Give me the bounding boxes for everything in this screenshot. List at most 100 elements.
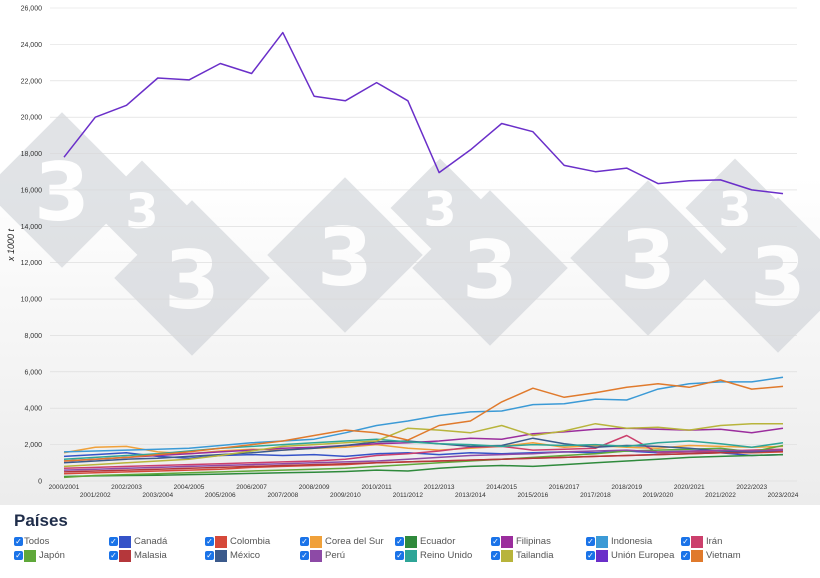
legend-swatch xyxy=(691,549,703,562)
y-tick-label: 14,000 xyxy=(21,224,43,231)
legend-item[interactable]: ✓ Malasia xyxy=(109,549,167,562)
checkbox-icon[interactable]: ✓ xyxy=(14,537,23,546)
series-line-vietnam xyxy=(63,379,784,462)
series-line-jap-n xyxy=(63,444,784,479)
legend-item[interactable]: ✓ México xyxy=(205,549,260,562)
x-tick-label: 2021/2022 xyxy=(705,492,736,499)
checkbox-icon[interactable]: ✓ xyxy=(395,551,404,560)
legend-item[interactable]: ✓ Reino Unido xyxy=(395,549,472,562)
legend-label: Tailandia xyxy=(516,550,554,561)
x-tick-label: 2012/2013 xyxy=(424,484,455,491)
y-tick-label: 22,000 xyxy=(21,78,43,85)
legend-label: Indonesia xyxy=(611,536,653,547)
checkbox-icon[interactable]: ✓ xyxy=(205,551,214,560)
legend-item[interactable]: ✓ Japón xyxy=(14,549,65,562)
y-tick-label: 6,000 xyxy=(24,369,42,376)
x-tick-label: 2015/2016 xyxy=(518,492,549,499)
y-tick-label: 26,000 xyxy=(21,6,43,13)
checkbox-icon[interactable]: ✓ xyxy=(681,551,690,560)
legend-swatch xyxy=(405,535,417,548)
legend-item[interactable]: ✓ Canadá xyxy=(109,535,167,548)
series-line-uni-n-europea xyxy=(63,31,784,195)
legend-item[interactable]: ✓ Corea del Sur xyxy=(300,535,384,548)
checkbox-icon[interactable]: ✓ xyxy=(586,537,595,546)
x-tick-label: 2019/2020 xyxy=(643,492,674,499)
checkbox-icon[interactable]: ✓ xyxy=(300,551,309,560)
legend-label: Reino Unido xyxy=(420,550,473,561)
checkbox-icon[interactable]: ✓ xyxy=(681,537,690,546)
x-tick-label: 2022/2023 xyxy=(736,484,767,491)
checkbox-icon[interactable]: ✓ xyxy=(300,537,309,546)
checkbox-icon[interactable]: ✓ xyxy=(491,551,500,560)
y-tick-label: 2,000 xyxy=(24,442,42,449)
svg-text:3: 3 xyxy=(462,224,518,317)
y-axis-label: x 1000 t xyxy=(6,228,16,262)
x-tick-label: 2008/2009 xyxy=(299,484,330,491)
legend-item[interactable]: ✓ Indonesia xyxy=(586,535,652,548)
legend-swatch xyxy=(596,549,608,562)
x-tick-label: 2017/2018 xyxy=(580,492,611,499)
chart-area: 3 3 3 3 3 3 3 3 3 0 2,000 4,000 6,000 8,000 1… xyxy=(0,0,820,505)
watermark-logo: 3 3 3 3 3 3 3 3 3 xyxy=(0,112,820,356)
legend-item[interactable]: ✓ Tailandia xyxy=(491,549,554,562)
x-tick-label: 2000/2001 xyxy=(49,484,80,491)
legend-swatch xyxy=(501,535,513,548)
legend-item[interactable]: ✓ Perú xyxy=(300,549,345,562)
gridlines xyxy=(50,7,797,482)
checkbox-icon[interactable]: ✓ xyxy=(491,537,500,546)
legend-label: Vietnam xyxy=(706,550,741,561)
y-tick-label: 18,000 xyxy=(21,151,43,158)
legend-item[interactable]: ✓ Colombia xyxy=(205,535,270,548)
legend-label: Malasia xyxy=(134,550,167,561)
legend-swatch xyxy=(119,535,131,548)
x-tick-label: 2005/2006 xyxy=(205,492,236,499)
legend-label: Irán xyxy=(706,536,723,547)
legend-swatch xyxy=(310,535,322,548)
y-tick-label: 4,000 xyxy=(24,406,42,413)
y-tick-label: 24,000 xyxy=(21,42,43,49)
legend-swatch xyxy=(501,549,513,562)
svg-text:3: 3 xyxy=(317,211,373,304)
legend-label: Canadá xyxy=(134,536,168,547)
x-axis-ticks: 2000/20012001/20022002/20032003/20042004… xyxy=(49,484,799,499)
x-tick-label: 2003/2004 xyxy=(142,492,173,499)
x-tick-label: 2013/2014 xyxy=(455,492,486,499)
series-line-indonesia xyxy=(63,376,784,453)
y-tick-label: 20,000 xyxy=(21,115,43,122)
legend-label: México xyxy=(230,550,261,561)
checkbox-icon[interactable]: ✓ xyxy=(109,551,118,560)
legend-label: Todos xyxy=(24,536,50,547)
series-line-tailandia xyxy=(63,422,783,468)
legend-item[interactable]: ✓ Vietnam xyxy=(681,549,741,562)
checkbox-icon[interactable]: ✓ xyxy=(395,537,404,546)
series-line-ecuador xyxy=(63,453,784,478)
x-tick-label: 2002/2003 xyxy=(111,484,142,491)
y-tick-label: 16,000 xyxy=(21,187,43,194)
svg-text:3: 3 xyxy=(718,182,751,238)
legend-swatch xyxy=(310,549,322,562)
legend-swatch xyxy=(405,549,417,562)
checkbox-icon[interactable]: ✓ xyxy=(205,537,214,546)
legend-swatch xyxy=(596,535,608,548)
legend-label: Unión Europea xyxy=(611,550,675,561)
checkbox-icon[interactable]: ✓ xyxy=(14,551,23,560)
x-tick-label: 2014/2015 xyxy=(486,484,517,491)
legend-swatch xyxy=(215,549,227,562)
legend-swatch xyxy=(215,535,227,548)
svg-text:3: 3 xyxy=(164,234,220,327)
checkbox-icon[interactable]: ✓ xyxy=(109,537,118,546)
y-axis-ticks: 0 2,000 4,000 6,000 8,000 10,000 12,000 14,000 1… xyxy=(21,6,43,486)
series-lines xyxy=(63,31,784,479)
series-line-malasia xyxy=(63,450,784,473)
legend-item[interactable]: ✓ Todos xyxy=(14,535,49,548)
y-tick-label: 8,000 xyxy=(24,333,42,340)
x-tick-label: 2020/2021 xyxy=(674,484,705,491)
legend-item[interactable]: ✓ Unión Europea xyxy=(586,549,674,562)
legend-item[interactable]: ✓ Irán xyxy=(681,535,722,548)
svg-text:3: 3 xyxy=(750,231,806,324)
legend-item[interactable]: ✓ Ecuador xyxy=(395,535,455,548)
checkbox-icon[interactable]: ✓ xyxy=(586,551,595,560)
legend-label: Japón xyxy=(39,550,65,561)
legend-item[interactable]: ✓ Filipinas xyxy=(491,535,551,548)
x-tick-label: 2007/2008 xyxy=(267,492,298,499)
